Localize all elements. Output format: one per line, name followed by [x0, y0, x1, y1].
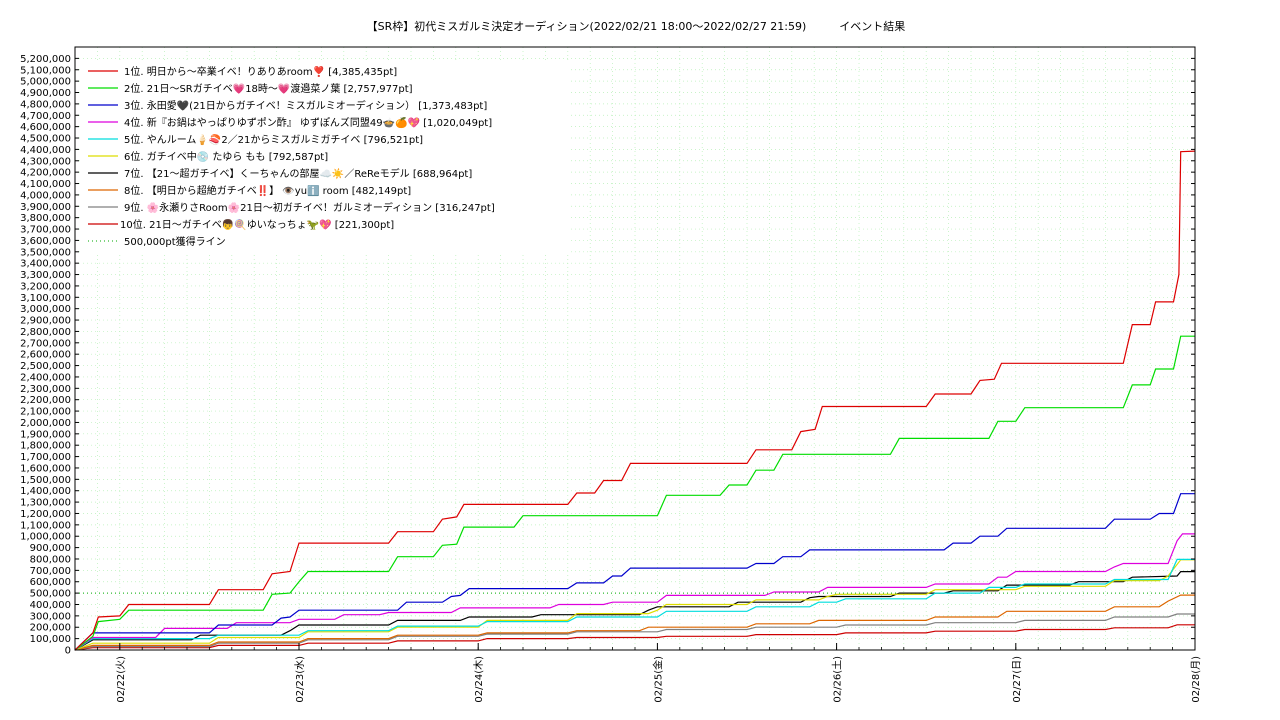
- y-tick-label: 4,300,000: [20, 156, 71, 167]
- y-tick-label: 0: [65, 646, 71, 657]
- legend: 1位. 明日から～卒業イベ！りありあroom❣️ [4,385,435pt] 2位…: [82, 62, 570, 255]
- series-line-6: [74, 559, 1195, 651]
- series-line-4: [74, 533, 1195, 651]
- x-tick-label: 02/28(月): [1190, 656, 1202, 703]
- x-tick-label: 02/25(金): [651, 656, 664, 703]
- legend-label: 6位. ガチイベ中💿 たゆら もも [792,587pt]: [124, 150, 328, 163]
- legend-label: 8位. 【明日から超絶ガチイベ‼️】 👁️yuℹ️ room [482,149p…: [124, 184, 411, 197]
- y-tick-label: 3,500,000: [20, 247, 71, 258]
- y-tick-label: 3,300,000: [20, 270, 71, 281]
- y-tick-label: 600,000: [30, 577, 71, 588]
- y-tick-label: 1,200,000: [20, 509, 71, 520]
- y-tick-label: 3,800,000: [20, 213, 71, 224]
- y-tick-label: 400,000: [30, 600, 71, 611]
- y-axis: 0100,000200,000300,000400,000500,000600,…: [20, 54, 1195, 657]
- y-tick-label: 1,100,000: [20, 520, 71, 531]
- legend-label: 2位. 21日～SRガチイベ💗18時～💗渡邉菜ノ葉 [2,757,977pt]: [124, 82, 413, 95]
- y-tick-label: 5,100,000: [20, 65, 71, 76]
- y-tick-label: 4,500,000: [20, 134, 71, 145]
- y-tick-label: 4,200,000: [20, 168, 71, 179]
- y-tick-label: 4,400,000: [20, 145, 71, 156]
- y-tick-label: 1,800,000: [20, 441, 71, 452]
- y-tick-label: 2,300,000: [20, 384, 71, 395]
- y-tick-label: 2,800,000: [20, 327, 71, 338]
- y-tick-label: 900,000: [30, 543, 71, 554]
- series-line-2: [74, 335, 1195, 651]
- series-line-1: [74, 150, 1196, 651]
- x-tick-label: 02/23(水): [294, 656, 306, 703]
- y-tick-label: 100,000: [30, 634, 71, 645]
- x-tick-label: 02/27(日): [1012, 656, 1023, 703]
- y-tick-label: 4,100,000: [20, 179, 71, 190]
- x-tick-label: 02/22(火): [115, 656, 127, 703]
- y-tick-label: 700,000: [30, 566, 71, 577]
- y-tick-label: 1,600,000: [20, 463, 71, 474]
- y-tick-label: 5,000,000: [20, 77, 71, 88]
- legend-label: 7位. 【21～超ガチイベ】くーちゃんの部屋☁️☀️／ReReモデル [688,…: [124, 167, 472, 180]
- y-tick-label: 1,400,000: [20, 486, 71, 497]
- y-tick-label: 4,900,000: [20, 88, 71, 99]
- y-tick-label: 2,900,000: [20, 316, 71, 327]
- y-tick-label: 1,300,000: [20, 498, 71, 509]
- y-tick-label: 3,600,000: [20, 236, 71, 247]
- y-tick-label: 3,200,000: [20, 281, 71, 292]
- y-tick-label: 2,100,000: [20, 407, 71, 418]
- y-tick-label: 3,700,000: [20, 225, 71, 236]
- y-tick-label: 800,000: [30, 554, 71, 565]
- y-tick-label: 4,000,000: [20, 190, 71, 201]
- y-tick-label: 1,700,000: [20, 452, 71, 463]
- y-tick-label: 3,100,000: [20, 293, 71, 304]
- legend-label: 10位. 21日～ガチイベ👦🍭ゆいなっちょ🦖💖 [221,300pt]: [120, 218, 394, 231]
- series-line-3: [74, 493, 1195, 651]
- y-tick-label: 4,800,000: [20, 99, 71, 110]
- y-tick-label: 2,600,000: [20, 350, 71, 361]
- y-tick-label: 5,200,000: [20, 54, 71, 65]
- y-tick-label: 3,000,000: [20, 304, 71, 315]
- y-tick-label: 1,500,000: [20, 475, 71, 486]
- x-tick-label: 02/26(土): [831, 656, 844, 703]
- y-tick-label: 500,000: [30, 589, 71, 600]
- series-line-5: [74, 558, 1195, 651]
- y-tick-label: 2,000,000: [20, 418, 71, 429]
- series-lines: [74, 150, 1196, 651]
- legend-label: 1位. 明日から～卒業イベ！りありあroom❣️ [4,385,435pt]: [124, 65, 397, 78]
- series-line-8: [74, 594, 1195, 651]
- y-tick-label: 300,000: [30, 611, 71, 622]
- y-tick-label: 2,500,000: [20, 361, 71, 372]
- y-tick-label: 2,200,000: [20, 395, 71, 406]
- legend-label: 3位. 永田愛🖤(21日からガチイベ！ミスガルミオーディション） [1,373,…: [124, 99, 487, 112]
- y-tick-label: 3,900,000: [20, 202, 71, 213]
- x-axis: 02/22(火) 02/23(水) 02/24(木) 02/25(金) 02/26(土)…: [74, 643, 1202, 703]
- y-tick-label: 4,700,000: [20, 111, 71, 122]
- legend-box: [82, 62, 570, 255]
- y-tick-label: 2,700,000: [20, 338, 71, 349]
- y-tick-label: 1,000,000: [20, 532, 71, 543]
- y-tick-label: 2,400,000: [20, 372, 71, 383]
- y-tick-label: 4,600,000: [20, 122, 71, 133]
- y-tick-label: 200,000: [30, 623, 71, 634]
- legend-label: 5位. やんルーム🍦🍣2／21からミスガルミガチイベ [796,521pt]: [124, 133, 423, 146]
- legend-label: 500,000pt獲得ライン: [124, 235, 226, 248]
- legend-label: 4位. 新『お鍋はやっぱりゆずポン酢』 ゆずぽんズ同盟49🍲🍊💖 [1,020,…: [124, 116, 492, 129]
- y-tick-label: 3,400,000: [20, 259, 71, 270]
- series-line-9: [74, 613, 1195, 651]
- x-tick-label: 02/24(木): [473, 656, 485, 703]
- legend-label: 9位. 🌸永瀬りさRoom🌸21日～初ガチイベ！ガルミオーディション [316,…: [124, 201, 495, 214]
- series-line-10: [74, 624, 1195, 651]
- chart-title: 【SR枠】初代ミスガルミ決定オーディション(2022/02/21 18:00～2…: [367, 19, 906, 33]
- y-tick-label: 1,900,000: [20, 429, 71, 440]
